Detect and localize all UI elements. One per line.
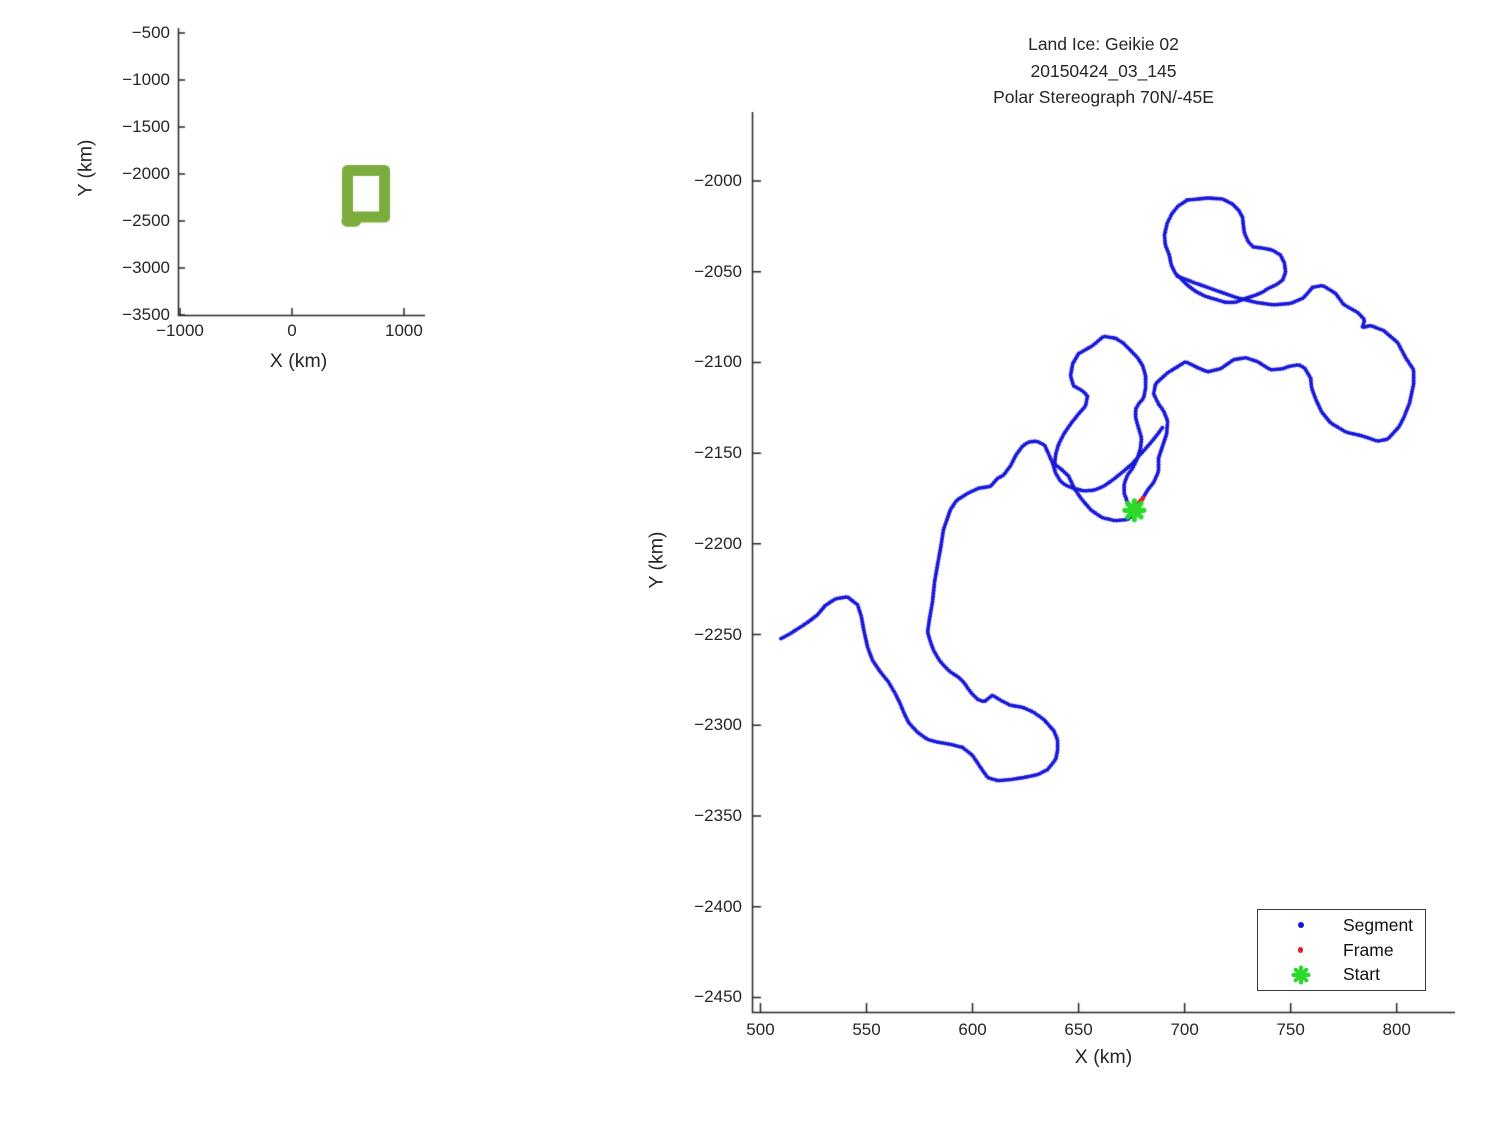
main-y-tick-label: −2250 bbox=[694, 624, 742, 644]
overview-x-tick-label: −1000 bbox=[156, 321, 204, 340]
legend-item-frame: Frame bbox=[1258, 938, 1425, 963]
legend-label-start: Start bbox=[1343, 964, 1380, 985]
legend-item-segment: Segment bbox=[1258, 913, 1425, 938]
legend: Segment Frame Start bbox=[1257, 909, 1426, 991]
main-y-tick-label: −2150 bbox=[694, 443, 742, 463]
main-y-tick-label: −2350 bbox=[694, 806, 742, 826]
main-x-tick-label: 750 bbox=[1276, 1020, 1305, 1039]
overview-xaxis-label: X (km) bbox=[269, 350, 328, 372]
overview-y-tick-label: −2000 bbox=[122, 163, 170, 183]
overview-y-tick-label: −500 bbox=[131, 22, 170, 42]
overview-y-tick-label: −1000 bbox=[122, 69, 170, 89]
frame-dot-icon bbox=[1258, 947, 1343, 953]
main-x-tick-label: 600 bbox=[958, 1020, 987, 1039]
main-x-tick-label: 700 bbox=[1170, 1020, 1199, 1039]
main-y-tick-label: −2100 bbox=[694, 352, 742, 372]
chart-title: Land Ice: Geikie 02 20150424_03_145 Pola… bbox=[752, 31, 1455, 111]
legend-label-segment: Segment bbox=[1343, 914, 1414, 935]
main-x-tick-label: 550 bbox=[852, 1020, 881, 1039]
main-y-tick-label: −2450 bbox=[694, 987, 742, 1007]
main-y-tick-label: −2300 bbox=[694, 715, 742, 735]
segment-dot-icon bbox=[1258, 922, 1343, 929]
overview-y-tick-label: −1500 bbox=[122, 116, 170, 136]
overview-x-tick-label: 0 bbox=[287, 321, 297, 340]
legend-item-start: Start bbox=[1258, 962, 1425, 987]
overview-x-tick-label: 1000 bbox=[385, 321, 423, 340]
main-y-tick-label: −2050 bbox=[694, 261, 742, 281]
main-x-tick-label: 800 bbox=[1382, 1020, 1411, 1039]
chart-title-line1: Land Ice: Geikie 02 bbox=[1028, 34, 1179, 54]
chart-title-line2: 20150424_03_145 bbox=[1030, 60, 1177, 81]
main-x-tick-label: 650 bbox=[1064, 1020, 1093, 1039]
chart-title-line3: Polar Stereograph 70N/-45E bbox=[993, 87, 1214, 107]
legend-label-frame: Frame bbox=[1343, 939, 1394, 960]
start-star-icon bbox=[1258, 965, 1343, 985]
main-y-tick-label: −2400 bbox=[694, 896, 742, 916]
main-xaxis-label: X (km) bbox=[1074, 1046, 1133, 1068]
overview-y-tick-label: −2500 bbox=[122, 210, 170, 230]
main-y-tick-label: −2000 bbox=[694, 170, 742, 190]
main-x-tick-label: 500 bbox=[746, 1020, 775, 1039]
overview-y-tick-label: −3500 bbox=[122, 305, 170, 324]
overview-y-tick-label: −3000 bbox=[122, 257, 170, 277]
main-y-tick-label: −2200 bbox=[694, 533, 742, 553]
